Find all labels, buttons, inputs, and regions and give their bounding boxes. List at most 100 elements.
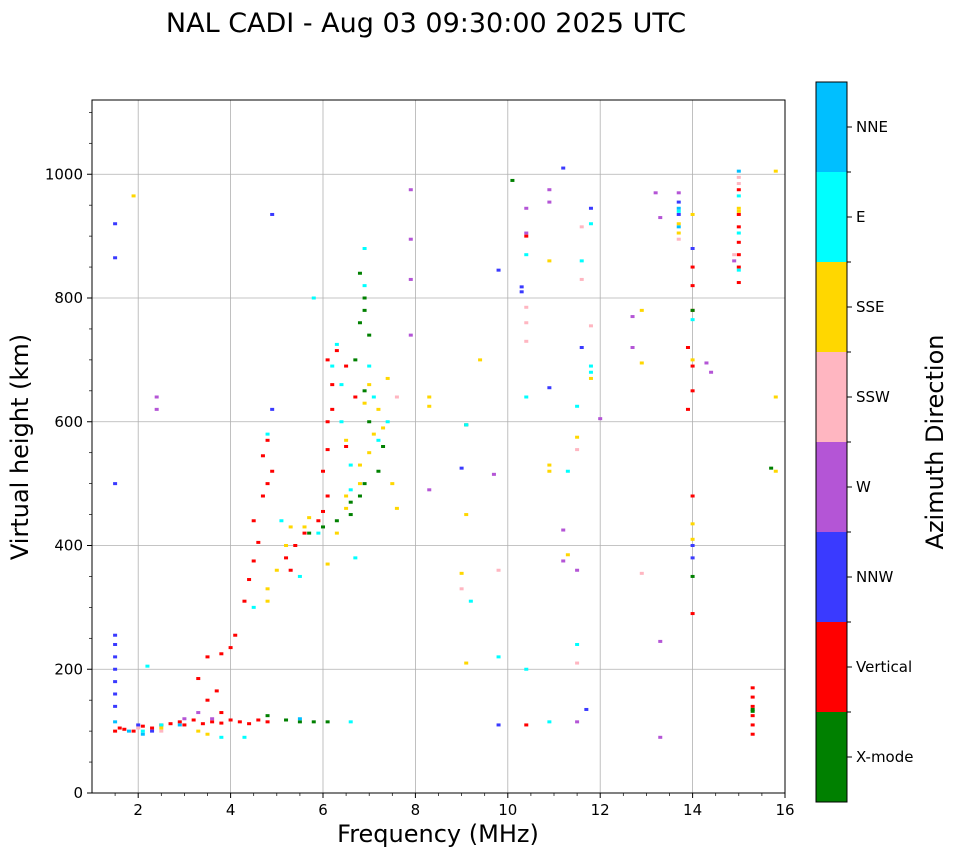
echo-point-sse (205, 732, 210, 736)
echo-point-ssw (394, 395, 399, 399)
echo-point-sse (381, 426, 386, 430)
echo-point-sse (344, 438, 349, 442)
echo-point-e (468, 599, 473, 603)
echo-point-sse (265, 599, 270, 603)
echo-point-sse (690, 212, 695, 216)
echo-point-nnw (136, 723, 141, 727)
x-tick-label: 12 (591, 801, 610, 819)
echo-point-vertical (288, 568, 293, 572)
echo-point-vertical (353, 395, 358, 399)
echo-point-nnw (459, 466, 464, 470)
echo-point-vertical (182, 723, 187, 727)
echo-point-sse (344, 494, 349, 498)
echo-point-w (658, 216, 663, 220)
echo-point-x-mode (367, 420, 372, 424)
echo-point-sse (196, 729, 201, 733)
x-tick-label: 4 (226, 801, 236, 819)
x-tick-label: 16 (775, 801, 794, 819)
echo-point-vertical (325, 358, 330, 362)
echo-point-nnw (150, 729, 155, 733)
echo-point-vertical (168, 722, 173, 726)
echo-point-e (524, 395, 529, 399)
echo-point-e (353, 556, 358, 560)
echo-point-x-mode (750, 707, 755, 711)
echo-point-w (524, 206, 529, 210)
echo-point-nnw (113, 680, 118, 684)
echo-point-e (334, 342, 339, 346)
echo-point-ssw (732, 253, 737, 257)
echo-point-nne (177, 723, 182, 727)
echo-point-sse (478, 358, 483, 362)
echo-point-ssw (736, 182, 741, 186)
echo-point-x-mode (311, 720, 316, 724)
echo-point-vertical (750, 686, 755, 690)
echo-point-w (575, 720, 580, 724)
echo-point-vertical (242, 599, 247, 603)
echo-point-vertical (117, 726, 122, 730)
echo-point-e (159, 723, 164, 727)
echo-point-e (348, 720, 353, 724)
echo-point-vertical (690, 284, 695, 288)
echo-point-vertical (293, 544, 298, 547)
echo-point-w (709, 370, 714, 374)
echo-point-nne (140, 732, 145, 736)
echo-point-sse (385, 376, 390, 380)
y-tick-label: 0 (73, 784, 83, 802)
colorbar-label-x-mode: X-mode (856, 748, 913, 766)
echo-point-x-mode (750, 709, 755, 713)
echo-point-x-mode (284, 718, 289, 722)
echo-point-nnw (113, 655, 118, 659)
echo-point-sse (357, 482, 362, 486)
echo-point-e (297, 574, 302, 578)
echo-point-e (736, 194, 741, 198)
echo-point-nnw (690, 544, 695, 547)
echo-point-w (561, 559, 566, 563)
echo-point-nnw (113, 482, 118, 486)
chart-title: NAL CADI - Aug 03 09:30:00 2025 UTC (166, 8, 686, 39)
echo-point-w (154, 407, 159, 411)
echo-point-w (524, 231, 529, 235)
echo-point-sse (307, 516, 312, 520)
y-tick-label: 1000 (45, 165, 83, 183)
echo-point-e (362, 284, 367, 288)
echo-point-w (408, 277, 413, 281)
echo-point-e (348, 463, 353, 467)
echo-point-vertical (344, 445, 349, 448)
echo-point-nnw (113, 633, 118, 637)
echo-point-vertical (750, 723, 755, 727)
echo-point-sse (464, 661, 469, 665)
echo-point-vertical (736, 240, 741, 244)
echo-point-w (561, 528, 566, 532)
echo-point-x-mode (376, 469, 381, 473)
echo-point-w (630, 315, 635, 319)
echo-point-x-mode (265, 714, 270, 718)
echo-point-sse (639, 308, 644, 312)
echo-point-e (565, 469, 570, 473)
echo-point-w (196, 711, 201, 715)
echo-point-nnw (113, 643, 118, 646)
echo-point-e (376, 438, 381, 442)
echo-point-vertical (140, 724, 145, 728)
echo-point-nnw (588, 206, 593, 210)
echo-point-vertical (237, 720, 242, 724)
echo-point-vertical (690, 612, 695, 616)
echo-point-sse (334, 531, 339, 535)
colorbar-label-ssw: SSW (856, 388, 890, 406)
echo-point-nne (676, 206, 681, 210)
echo-point-sse (547, 469, 552, 473)
x-axis-label: Frequency (MHz) (337, 820, 539, 848)
echo-point-e (464, 423, 469, 427)
echo-point-vertical (325, 448, 330, 452)
echo-point-w (182, 717, 187, 721)
echo-point-vertical (302, 531, 307, 535)
echo-point-w (491, 472, 496, 476)
echo-point-w (408, 333, 413, 337)
echo-point-nnw (519, 285, 524, 289)
echo-point-x-mode (362, 389, 367, 393)
echo-point-vertical (247, 722, 252, 726)
echo-point-x-mode (307, 531, 312, 535)
echo-point-x-mode (362, 296, 367, 300)
echo-point-w (154, 395, 159, 399)
echo-point-ssw (676, 237, 681, 241)
